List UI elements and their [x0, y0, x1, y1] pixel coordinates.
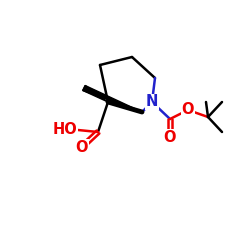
Text: O: O — [76, 140, 88, 154]
Text: O: O — [164, 130, 176, 144]
Text: N: N — [146, 94, 158, 110]
Polygon shape — [83, 86, 142, 112]
Text: HO: HO — [52, 122, 77, 138]
Text: O: O — [182, 102, 194, 118]
Polygon shape — [82, 86, 108, 102]
